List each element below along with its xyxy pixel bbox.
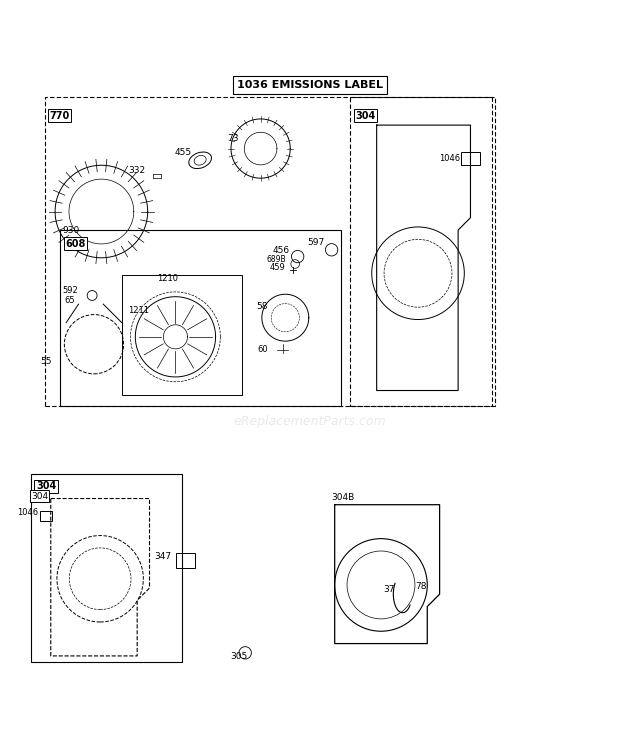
Text: 1036 EMISSIONS LABEL: 1036 EMISSIONS LABEL: [237, 80, 383, 90]
Text: 304: 304: [36, 481, 56, 491]
Text: 58: 58: [257, 302, 268, 311]
Text: 930: 930: [62, 225, 79, 234]
Text: 1211: 1211: [128, 306, 149, 315]
Text: eReplacementParts.com: eReplacementParts.com: [234, 415, 386, 428]
Text: 592: 592: [63, 286, 79, 295]
Text: 65: 65: [65, 296, 76, 305]
Text: 304: 304: [355, 111, 375, 121]
Text: 73: 73: [228, 133, 239, 143]
Text: 37: 37: [383, 586, 394, 594]
Text: 347: 347: [154, 552, 171, 561]
Text: 459: 459: [270, 263, 285, 272]
Text: 78: 78: [415, 583, 427, 591]
Text: 689B: 689B: [267, 255, 286, 264]
Text: 597: 597: [307, 238, 324, 247]
Text: 456: 456: [273, 246, 290, 255]
Text: 770: 770: [50, 111, 70, 121]
Text: 332: 332: [128, 166, 145, 175]
Text: 55: 55: [40, 357, 52, 366]
Text: 1046: 1046: [440, 154, 461, 163]
Text: 304B: 304B: [332, 493, 355, 501]
Text: 608: 608: [65, 239, 86, 248]
Text: 1210: 1210: [157, 275, 178, 283]
Text: 305: 305: [231, 652, 247, 661]
Text: 60: 60: [257, 345, 268, 354]
Text: 304: 304: [31, 492, 48, 501]
Text: 455: 455: [174, 148, 192, 157]
Text: 1046: 1046: [17, 508, 38, 517]
